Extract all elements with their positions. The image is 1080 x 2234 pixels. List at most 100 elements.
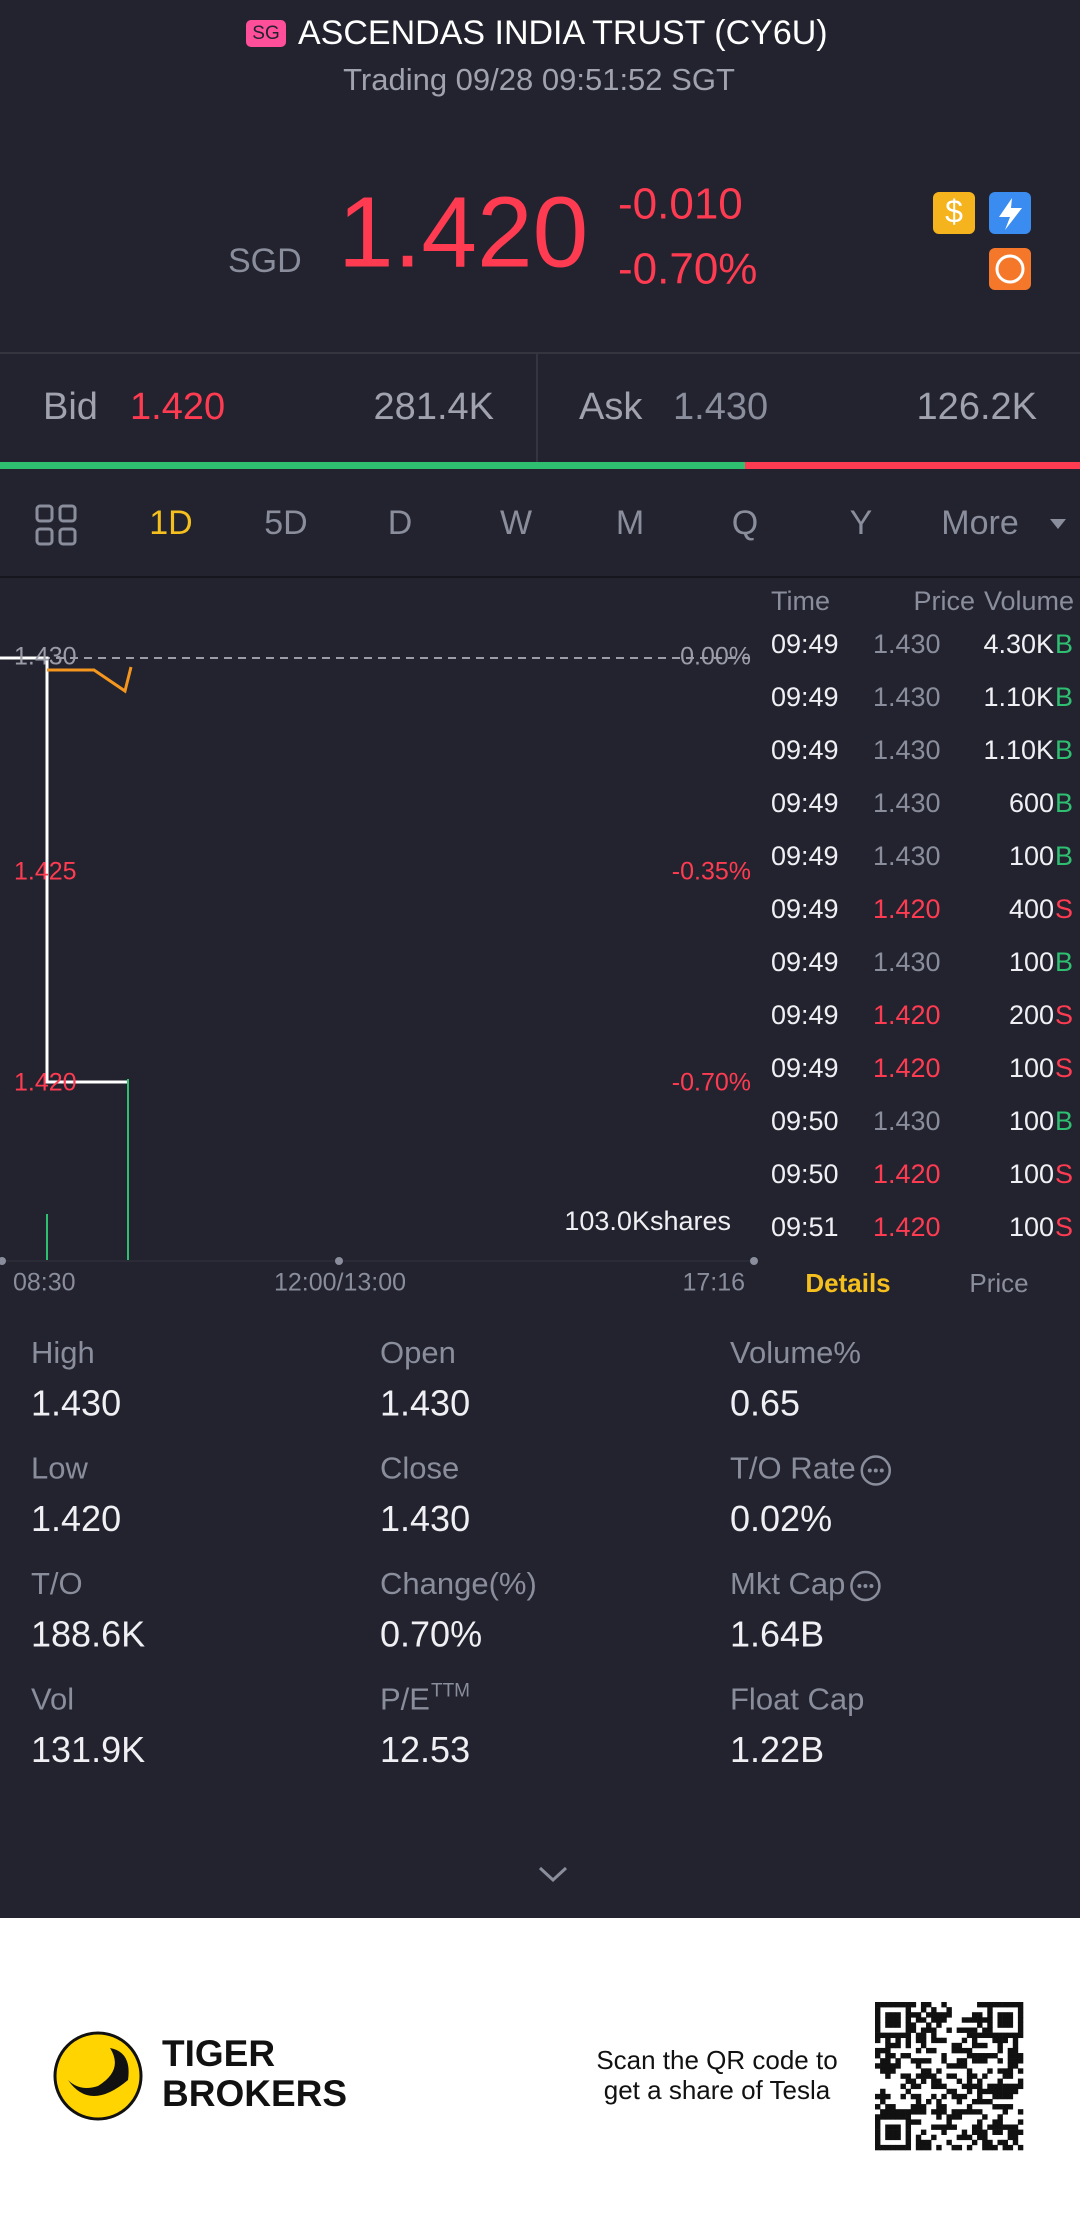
brand-name: TIGER	[162, 2033, 275, 2074]
qr-module	[915, 2058, 922, 2064]
trade-volume: 100	[1009, 947, 1054, 977]
stat-value: 1.430	[380, 1498, 470, 1539]
stat-label: P/E	[380, 1682, 430, 1717]
detail-tab[interactable]: Details	[805, 1268, 890, 1298]
qr-module	[1002, 2088, 1008, 2095]
options-icon-glyph	[995, 254, 1025, 284]
qr-module	[1007, 2104, 1014, 2110]
qr-module	[961, 2109, 968, 2115]
trade-price: 1.420	[873, 1053, 941, 1083]
info-icon-ring	[860, 1455, 892, 1486]
period-tab[interactable]: M	[616, 504, 644, 542]
trade-volume: 100	[1009, 1212, 1054, 1242]
qr-module	[971, 2053, 978, 2059]
trade-side: B	[1055, 629, 1073, 659]
qr-module	[1017, 2068, 1024, 2074]
price-axis-label: 1.425	[14, 858, 77, 886]
period-tab[interactable]: More	[941, 504, 1018, 542]
qr-module	[997, 2129, 1003, 2135]
stat-label: Mkt Cap	[730, 1566, 845, 1601]
stat-value: 1.430	[31, 1383, 121, 1424]
qr-module	[977, 2022, 983, 2028]
qr-module	[961, 2027, 968, 2033]
layout-icon[interactable]	[35, 504, 77, 546]
qr-module	[905, 2134, 912, 2141]
price-line	[0, 656, 128, 1084]
qr-module	[910, 2078, 917, 2084]
period-tab[interactable]: 1D	[149, 504, 192, 542]
period-tab[interactable]: 5D	[264, 504, 307, 542]
qr-module	[946, 2007, 952, 2013]
qr-module	[885, 2114, 891, 2120]
qr-module	[890, 2114, 896, 2120]
trade-price: 1.430	[873, 735, 941, 765]
qr-module	[1002, 2017, 1008, 2023]
trade-time: 09:49	[771, 682, 839, 712]
qr-module	[885, 2053, 891, 2059]
info-icon[interactable]	[860, 1455, 892, 1486]
qr-module	[1012, 2088, 1019, 2095]
qr-module	[1007, 2124, 1014, 2130]
qr-module	[1007, 2068, 1014, 2074]
qr-module	[1002, 2002, 1008, 2008]
qr-module	[910, 2002, 917, 2008]
qr-module	[946, 2114, 952, 2120]
period-tab[interactable]: Q	[732, 504, 758, 542]
qr-module	[1017, 2007, 1024, 2013]
info-icon[interactable]	[850, 1570, 881, 1602]
qr-module	[961, 2093, 968, 2100]
qr-module	[900, 2002, 906, 2008]
qr-module	[1017, 2109, 1024, 2115]
qr-module	[905, 2073, 912, 2079]
brand-name: BROKERS	[162, 2073, 347, 2114]
qr-module	[1012, 2124, 1019, 2130]
qr-module	[961, 2058, 968, 2064]
qr-module	[1012, 2129, 1019, 2135]
trade-price: 1.420	[873, 894, 941, 924]
qr-module	[982, 2002, 988, 2008]
qr-module	[997, 2139, 1003, 2146]
period-tab[interactable]: D	[388, 504, 413, 542]
qr-caption: get a share of Tesla	[604, 2075, 831, 2105]
time-dot	[0, 1257, 6, 1265]
period-tab[interactable]: Y	[850, 504, 873, 542]
qr-module	[941, 2083, 947, 2090]
qr-module	[982, 2144, 988, 2151]
info-icon-dot	[869, 1584, 874, 1588]
stock-title: ASCENDAS INDIA TRUST (CY6U)	[298, 14, 828, 52]
time-dot	[335, 1257, 343, 1265]
ask-ratio-bar	[745, 462, 1080, 469]
more-arrow	[1050, 519, 1066, 529]
qr-module	[880, 2058, 886, 2064]
trade-time: 09:49	[771, 629, 839, 659]
qr-module	[1007, 2088, 1014, 2095]
qr-module	[890, 2032, 896, 2039]
dividend-icon[interactable]	[933, 192, 975, 234]
trade-side: S	[1055, 1000, 1073, 1030]
qr-module	[895, 2058, 901, 2064]
expand-chevron[interactable]	[538, 1866, 568, 1883]
trade-time: 09:49	[771, 735, 839, 765]
qr-module	[931, 2047, 937, 2054]
qr-module	[977, 2017, 983, 2023]
qr-module	[890, 2144, 896, 2151]
qr-module	[971, 2083, 978, 2090]
currency: SGD	[228, 242, 302, 280]
qr-module	[936, 2022, 942, 2028]
options-icon[interactable]	[989, 248, 1031, 290]
stat-value: 0.65	[730, 1383, 800, 1424]
detail-tab[interactable]: Price	[969, 1268, 1028, 1298]
qr-module	[982, 2088, 988, 2095]
qr-module	[1017, 2027, 1024, 2033]
qr-module	[997, 2078, 1003, 2084]
qr-module	[977, 2058, 983, 2064]
qr-module	[920, 2027, 927, 2033]
qr-module	[951, 2093, 957, 2100]
qr-module	[926, 2022, 932, 2028]
qr-module	[920, 2037, 927, 2044]
period-tab[interactable]: W	[500, 504, 532, 542]
qr-module	[946, 2139, 952, 2146]
qr-module	[920, 2068, 927, 2074]
qr-module	[905, 2119, 912, 2125]
qr-module	[956, 2063, 963, 2069]
